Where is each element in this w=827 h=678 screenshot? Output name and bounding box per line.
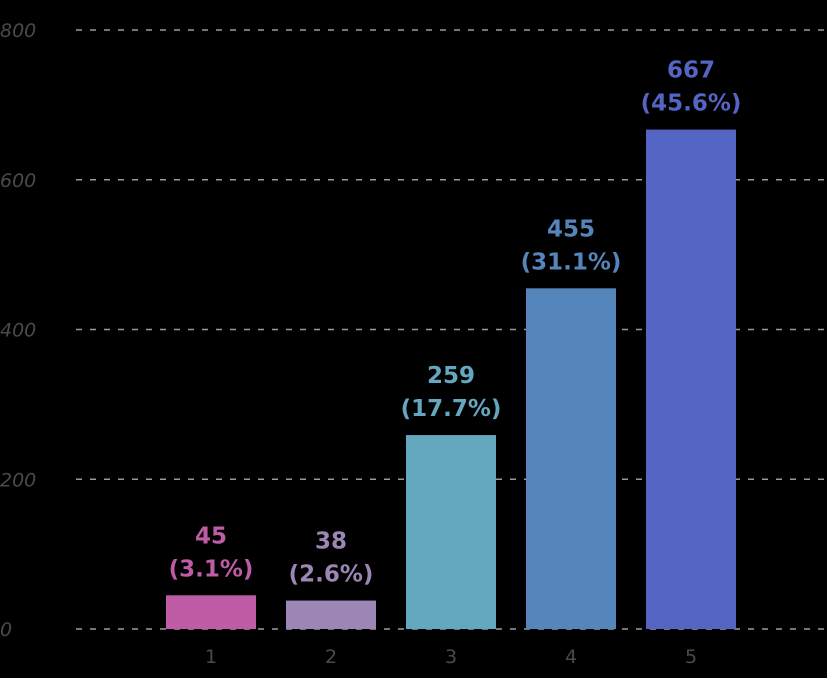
- bar-percent-label: (17.7%): [401, 396, 502, 422]
- y-tick-label: 400: [0, 320, 36, 342]
- y-tick-label: 600: [0, 170, 36, 192]
- bar-percent-label: (45.6%): [641, 91, 742, 117]
- bar-value-label: 259: [427, 363, 475, 389]
- bar-percent-label: (3.1%): [169, 556, 254, 582]
- bar: [646, 129, 736, 630]
- x-tick-label: 4: [565, 646, 577, 668]
- bar-value-label: 455: [547, 216, 595, 242]
- bar-percent-label: (31.1%): [521, 249, 622, 275]
- bar: [406, 435, 496, 629]
- bar: [166, 595, 256, 629]
- y-tick-label: 0: [0, 619, 12, 641]
- bar-percent-label: (2.6%): [289, 562, 374, 588]
- y-tick-label: 200: [0, 469, 36, 491]
- bar: [286, 600, 376, 629]
- bar-value-label: 38: [315, 529, 347, 555]
- y-tick-label: 800: [0, 20, 36, 42]
- bar: [526, 288, 616, 629]
- bar-value-label: 45: [195, 523, 227, 549]
- x-tick-label: 2: [325, 646, 337, 668]
- x-tick-label: 3: [445, 646, 457, 668]
- x-tick-label: 1: [205, 646, 217, 668]
- bar-value-label: 667: [667, 58, 715, 84]
- x-tick-label: 5: [685, 646, 697, 668]
